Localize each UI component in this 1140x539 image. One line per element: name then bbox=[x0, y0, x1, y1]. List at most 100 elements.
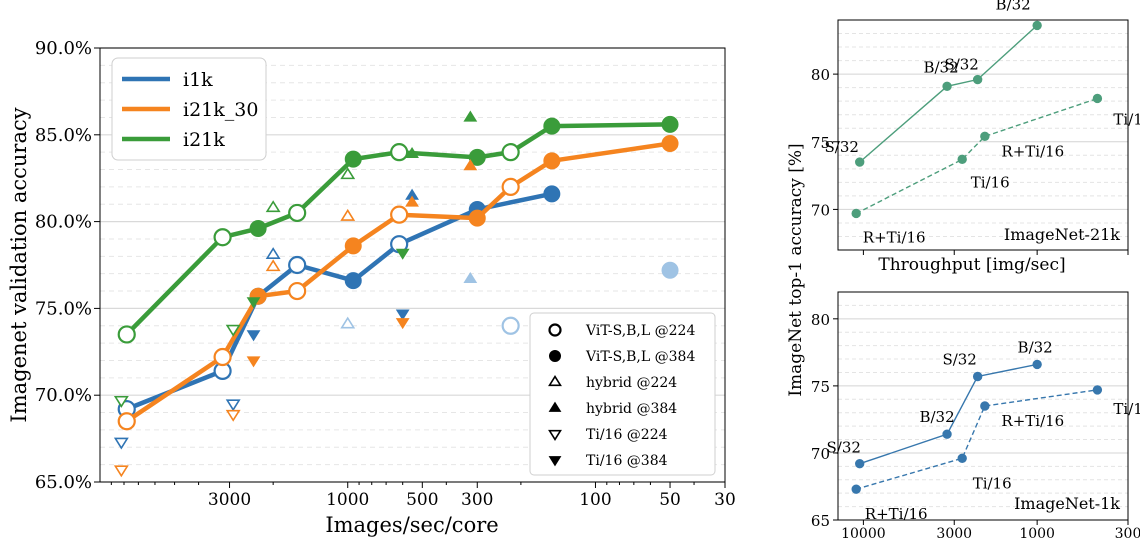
br-point bbox=[1032, 359, 1042, 370]
scatter-point bbox=[225, 324, 241, 337]
scatter-point bbox=[395, 248, 410, 260]
tr-point bbox=[980, 131, 990, 142]
tr-y-tick-label: 80 bbox=[811, 66, 830, 84]
br-point-label: R+Ti/16 bbox=[1001, 412, 1064, 430]
series-point-i21k_30 bbox=[344, 237, 362, 255]
main-series-lines bbox=[117, 115, 679, 431]
series-point-i21k_30 bbox=[543, 152, 561, 170]
series-point-i21k bbox=[213, 228, 232, 247]
x-tick-label: 1000 bbox=[326, 490, 369, 510]
y-tick-label: 70.0% bbox=[35, 385, 92, 406]
x-tick-label: 50 bbox=[659, 490, 681, 510]
tr-y-tick-label: 75 bbox=[811, 134, 830, 152]
scatter-point bbox=[463, 271, 478, 284]
series-point-i21k_30 bbox=[501, 177, 520, 196]
series-point-i21k_30 bbox=[288, 281, 307, 301]
series-line-i21k bbox=[125, 122, 671, 336]
legend-marker-tri-up-open bbox=[548, 375, 562, 387]
br-point bbox=[851, 484, 861, 494]
marker-legend: ViT-S,B,L @224 ViT-S,B,L @384 hybrid @224 h… bbox=[529, 312, 716, 476]
tr-point-label: S/32 bbox=[944, 56, 978, 74]
br-point-label: S/32 bbox=[942, 350, 976, 368]
main-ylabel: Imagenet validation accuracy bbox=[7, 107, 31, 422]
imagenet1k-chart: S/32 B/32 S/32 B/32 R+Ti/16 Ti/16 R+Ti/16 Ti/1 6… bbox=[811, 291, 1140, 539]
series-point-i21k bbox=[344, 150, 362, 168]
br-x-tick-label: 10000 bbox=[841, 526, 886, 539]
series-point-i21k bbox=[117, 325, 136, 344]
br-point-label: B/32 bbox=[919, 408, 954, 426]
legend-marker-tri-up-filled bbox=[548, 401, 562, 412]
series-line-i21k_30 bbox=[125, 141, 671, 424]
scatter-point bbox=[265, 200, 281, 213]
scatter-point bbox=[265, 247, 281, 260]
br-point bbox=[942, 429, 952, 439]
shared-ylabel: ImageNet top-1 accuracy [%] bbox=[786, 143, 806, 396]
scatter-point bbox=[246, 330, 261, 342]
legend-marker-label: hybrid @224 bbox=[586, 375, 677, 391]
x-tick-label: 30 bbox=[714, 490, 736, 510]
legend-marker-label: hybrid @384 bbox=[586, 401, 677, 417]
scatter-point bbox=[246, 297, 261, 309]
scatter-point bbox=[340, 208, 356, 221]
in1k-grid bbox=[838, 291, 1128, 521]
tr-point bbox=[972, 74, 983, 85]
tr-point bbox=[957, 154, 967, 165]
series-point-i21k_30 bbox=[468, 209, 486, 227]
legend-marker-circle-open bbox=[548, 323, 562, 337]
br-point bbox=[980, 401, 990, 411]
legend-label-i21k_30: i21k_30 bbox=[183, 99, 258, 121]
scatter-point bbox=[405, 147, 419, 159]
scatter-point bbox=[246, 356, 261, 368]
series-point-i1k bbox=[288, 255, 307, 275]
main-frame bbox=[99, 47, 726, 483]
tr-y-tick-label: 70 bbox=[811, 201, 830, 219]
scatter-point bbox=[113, 437, 129, 450]
scatter-point bbox=[225, 409, 241, 422]
series-point-i21k bbox=[661, 115, 679, 133]
legend-label-i21k: i21k bbox=[183, 129, 225, 151]
scatter-point bbox=[395, 318, 410, 330]
y-tick-label: 85.0% bbox=[35, 125, 92, 146]
scatter-point bbox=[265, 259, 281, 272]
in21k-ticks: 70 75 80 bbox=[811, 66, 1129, 255]
br-point bbox=[972, 371, 983, 382]
x-tick-label: 300 bbox=[461, 490, 493, 510]
series-point-i21k bbox=[390, 143, 409, 162]
tr-point bbox=[1092, 93, 1103, 104]
series-point-i21k bbox=[468, 148, 486, 166]
scatter-point bbox=[113, 465, 129, 478]
legend-label-i1k: i1k bbox=[183, 69, 213, 91]
tr-line-solid bbox=[859, 24, 1038, 163]
br-y-tick-label: 80 bbox=[811, 311, 830, 329]
scatter-point bbox=[501, 316, 520, 335]
in21k-annotation: ImageNet-21k bbox=[1004, 225, 1120, 244]
scatter-point bbox=[661, 261, 679, 279]
legend-marker-tri-down-filled bbox=[548, 456, 562, 467]
in1k-frame bbox=[837, 291, 1129, 521]
tr-point-label: B/32 bbox=[996, 0, 1031, 13]
tr-point-label: S/32 bbox=[824, 138, 858, 156]
br-point-label: Ti/16 bbox=[973, 474, 1012, 492]
legend-marker-label: Ti/16 @384 bbox=[586, 453, 668, 469]
series-point-i21k bbox=[288, 203, 307, 223]
marker-legend-box bbox=[529, 312, 716, 476]
series-legend-box bbox=[111, 57, 267, 161]
main-ticks: 65.0% 70.0% 75.0% 80.0% 85.0% 90.0% 3000 1000 50… bbox=[35, 38, 736, 510]
scatter-point bbox=[405, 195, 419, 207]
scatter-point bbox=[395, 309, 410, 321]
scatter-point bbox=[463, 159, 478, 171]
tr-line-dashed bbox=[855, 97, 1098, 215]
in21k-frame bbox=[837, 19, 1129, 251]
br-point-label: R+Ti/16 bbox=[865, 505, 928, 523]
scatter-point bbox=[225, 399, 241, 412]
br-x-tick-label: 300 bbox=[1115, 526, 1140, 539]
x-tick-label: 3000 bbox=[208, 490, 251, 510]
in1k-annotation: ImageNet-1k bbox=[1014, 494, 1120, 513]
br-y-tick-label: 65 bbox=[811, 512, 830, 530]
legend-marker-circle-filled bbox=[549, 350, 561, 362]
imagenet21k-chart: S/32B/32S/32B/32R+Ti/16Ti/16R+Ti/16Ti/16… bbox=[811, 0, 1140, 275]
legend-marker-tri-down-open bbox=[548, 429, 562, 441]
in1k-lines: S/32 B/32 S/32 B/32 R+Ti/16 Ti/16 R+Ti/16 Ti/16 bbox=[826, 338, 1140, 523]
